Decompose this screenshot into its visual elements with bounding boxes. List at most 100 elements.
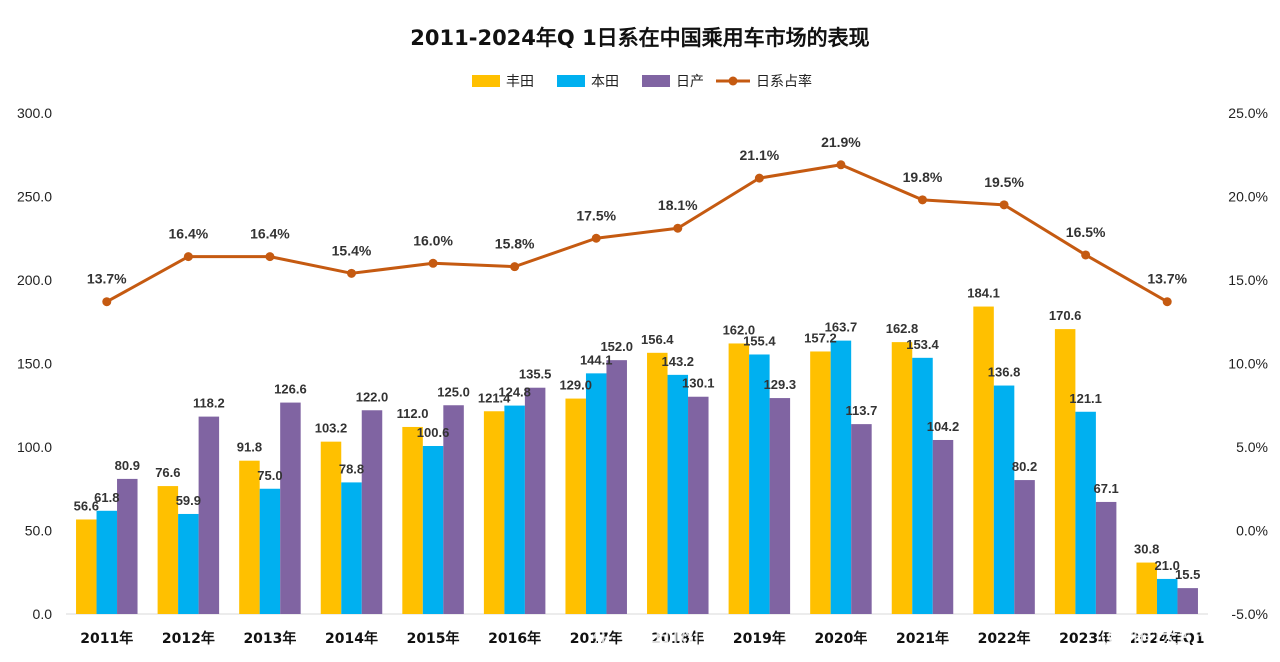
share-point [591, 233, 601, 243]
bar-data-label: 59.9 [176, 493, 201, 508]
x-tick-label: 2023年 [1059, 630, 1112, 647]
bar-2 [606, 360, 627, 614]
bar-1 [993, 385, 1015, 614]
bar-data-label: 143.2 [662, 354, 695, 369]
bar-data-label: 155.4 [743, 333, 776, 348]
y-tick-label: 100.0 [17, 439, 52, 455]
watermark-left-sub: WWW.GDMM.COM [632, 650, 723, 661]
bar-0 [76, 519, 97, 614]
bar-2 [280, 402, 301, 614]
bar-2 [198, 416, 220, 614]
bar-data-label: 122.0 [356, 389, 389, 404]
legend-label: 丰田 [506, 74, 534, 90]
bar-data-label: 157.2 [804, 330, 837, 345]
bar-1 [341, 482, 362, 614]
bar-data-label: 78.8 [339, 461, 364, 476]
x-axis: 2011年 2012年 2013年 2014年 2015年 2016年 2017年 2018年… [80, 630, 1204, 647]
bar-0 [647, 352, 668, 614]
bar-data-label: 170.6 [1049, 308, 1082, 323]
bar-0 [1136, 562, 1157, 614]
bar-data-label: 21.0 [1155, 558, 1180, 573]
bar-data-label: 162.8 [886, 321, 919, 336]
bar-1 [830, 340, 852, 614]
legend-label: 本田 [591, 74, 619, 90]
share-point [754, 173, 764, 183]
bar-1 [749, 354, 770, 614]
share-data-label: 18.1% [658, 197, 698, 213]
bar-1 [422, 445, 444, 614]
y2-tick-label: 15.0% [1228, 272, 1268, 288]
bar-data-label: 144.1 [580, 352, 613, 367]
y-axis-right: -5.0% 0.0% 5.0% 10.0% 15.0% 20.0% 25.0% [1228, 105, 1268, 622]
bar-0 [565, 398, 586, 614]
bar-1 [1075, 411, 1096, 614]
y2-tick-label: 5.0% [1236, 439, 1268, 455]
x-tick-label: 2021年 [896, 630, 949, 647]
bar-data-label: 129.3 [764, 377, 797, 392]
bar-data-label: 162.0 [723, 322, 756, 337]
bar-data-label: 124.8 [498, 385, 531, 400]
share-data-label: 15.8% [495, 236, 535, 252]
bar-0 [157, 486, 179, 614]
bar-data-label: 61.8 [94, 490, 119, 505]
bar-data-label: 153.4 [906, 337, 939, 352]
bar-1 [912, 357, 933, 614]
share-point [1162, 297, 1172, 307]
bar-2 [769, 398, 791, 614]
bar-0 [810, 351, 831, 614]
watermark-right: @痛快舒畅 [1100, 620, 1230, 650]
legend-label: 日产 [676, 74, 704, 90]
legend-swatch [642, 75, 670, 87]
bar-data-label: 100.6 [417, 425, 450, 440]
x-tick-label: 2012年 [162, 630, 215, 647]
bar-1 [667, 374, 689, 614]
legend-swatch [557, 75, 585, 87]
watermark-left: 广东家电网 [560, 622, 700, 655]
bar-2 [524, 387, 546, 614]
y-tick-label: 50.0 [25, 523, 52, 539]
bar-data-label: 136.8 [988, 365, 1021, 380]
x-tick-label: 2016年 [488, 630, 541, 647]
x-tick-label: 2013年 [243, 630, 296, 647]
y2-tick-label: -5.0% [1231, 606, 1268, 622]
share-data-label: 16.4% [169, 226, 209, 242]
y2-tick-label: 10.0% [1228, 356, 1268, 372]
y-tick-label: 0.0 [33, 606, 53, 622]
bar-1 [585, 373, 607, 614]
bar-data-label: 121.4 [478, 390, 511, 405]
bar-data-label: 184.1 [967, 286, 1000, 301]
bar-2 [851, 424, 872, 614]
x-tick-label: 2017年 [570, 630, 623, 647]
bar-data-label: 56.6 [74, 498, 99, 513]
legend-marker [728, 76, 738, 86]
share-point [918, 195, 927, 205]
legend: 丰田 本田 日产 日系占率 [472, 73, 812, 90]
share-data-label: 15.4% [332, 242, 372, 258]
bar-0 [973, 306, 994, 614]
share-point [347, 268, 356, 278]
legend-swatch [472, 75, 500, 87]
bar-data-label: 80.2 [1012, 459, 1037, 474]
y2-tick-label: 25.0% [1228, 105, 1268, 121]
share-line-series: 13.7% 16.4% 16.4% 15.4% 16.0% 15.8% 17.5% 18.1%… [87, 134, 1188, 307]
bar-data-label: 104.2 [927, 419, 960, 434]
bar-data-label: 76.6 [155, 465, 180, 480]
bar-2 [1014, 480, 1035, 614]
share-data-label: 19.5% [984, 174, 1024, 190]
y2-tick-label: 20.0% [1228, 189, 1268, 205]
share-point [999, 200, 1009, 210]
watermark-group: 广东家电网 WWW.GDMM.COM @痛快舒畅 [560, 620, 1230, 661]
share-data-label: 16.5% [1066, 224, 1106, 240]
bar-0 [891, 342, 913, 614]
share-data-label: 17.5% [576, 207, 616, 223]
x-tick-label: 2018年 [651, 630, 704, 647]
bar-1 [1156, 578, 1178, 614]
y-tick-label: 150.0 [17, 356, 52, 372]
bar-2 [1177, 588, 1198, 614]
bar-2 [688, 396, 709, 614]
bar-data-label: 135.5 [519, 367, 552, 382]
x-tick-label: 2014年 [325, 630, 378, 647]
bar-data-label: 15.5 [1175, 567, 1200, 582]
share-line [106, 163, 1168, 304]
